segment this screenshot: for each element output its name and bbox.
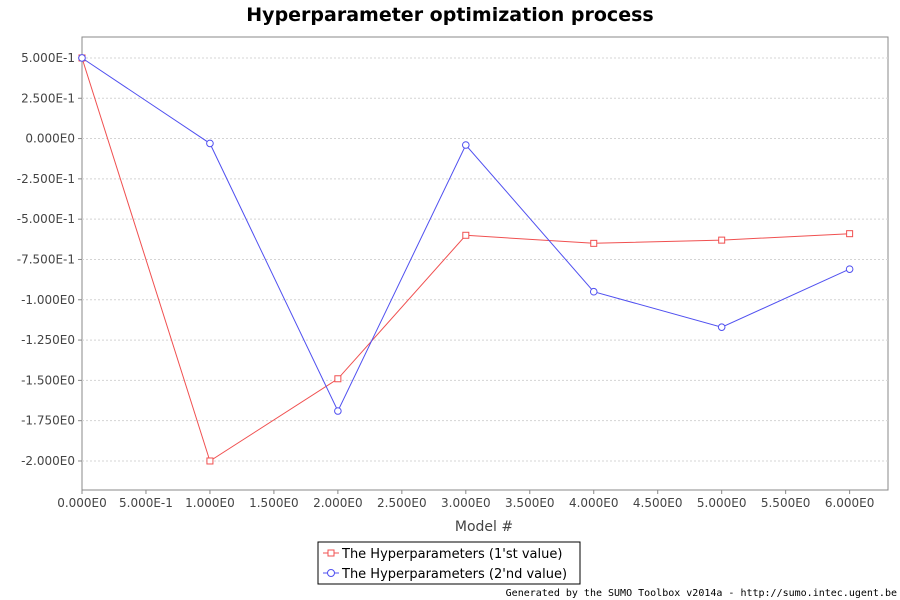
legend-circle-marker [327,569,335,577]
x-tick-label: 3.000E0 [441,496,491,510]
series-1-point [206,457,214,465]
series-1-point [590,239,598,247]
legend-square-marker [327,549,335,557]
legend-label-2: The Hyperparameters (2'nd value) [341,567,567,582]
series-2-point [717,323,726,331]
x-tick-label: 4.000E0 [569,496,619,510]
legend-item-1: The Hyperparameters (1'st value) [323,547,562,562]
legend-box [317,541,581,585]
series-1-point [718,236,726,244]
chart-title: Hyperparameter optimization process [246,4,653,26]
x-tick-label: 2.500E0 [377,496,427,510]
x-tick-label: 1.500E0 [249,496,299,510]
series-2-point [845,265,854,273]
series-2-point [78,54,86,62]
y-tick-label: -2.000E0 [21,454,75,468]
legend-item-2: The Hyperparameters (2'nd value) [323,567,567,582]
x-tick-label: 0.000E0 [57,496,107,510]
y-tick-label: -2.500E-1 [17,172,75,186]
x-axis-label: Model # [455,519,513,535]
y-tick-label: -1.250E0 [21,333,75,347]
series-2-point [589,287,598,296]
y-tick-label: 5.000E-1 [21,51,75,65]
y-tick-label: -7.500E-1 [17,252,75,266]
series-1-point [334,375,342,383]
x-tick-label: 5.000E-1 [119,496,173,510]
x-tick-label: 5.000E0 [697,496,747,510]
series-1-point [846,230,854,238]
series-2-point [334,407,342,415]
footer-credit: Generated by the SUMO Toolbox v2014a - h… [506,588,897,599]
axes: 5.000E-1 2.500E-1 0.000E0 -2.500E-1 -5.000E-… [17,51,875,510]
series-1-point [462,231,470,239]
x-tick-label: 2.000E0 [313,496,363,510]
series-2-point [462,141,470,149]
x-tick-label: 5.500E0 [761,496,811,510]
y-tick-label: 2.500E-1 [21,91,75,105]
legend-label-1: The Hyperparameters (1'st value) [341,547,562,562]
series-layer [78,54,854,465]
x-tick-label: 3.500E0 [505,496,555,510]
y-tick-label: -1.750E0 [21,414,75,428]
y-tick-label: -5.000E-1 [17,212,75,226]
y-tick-label: -1.500E0 [21,373,75,387]
y-tick-label: -1.000E0 [21,293,75,307]
y-tick-label: 0.000E0 [25,132,75,146]
plot-area [81,36,889,491]
x-tick-label: 4.500E0 [633,496,683,510]
x-tick-label: 6.000E0 [825,496,875,510]
legend: The Hyperparameters (1'st value) The Hyp… [317,541,581,585]
x-tick-label: 1.000E0 [185,496,235,510]
series-2-point [206,139,214,148]
